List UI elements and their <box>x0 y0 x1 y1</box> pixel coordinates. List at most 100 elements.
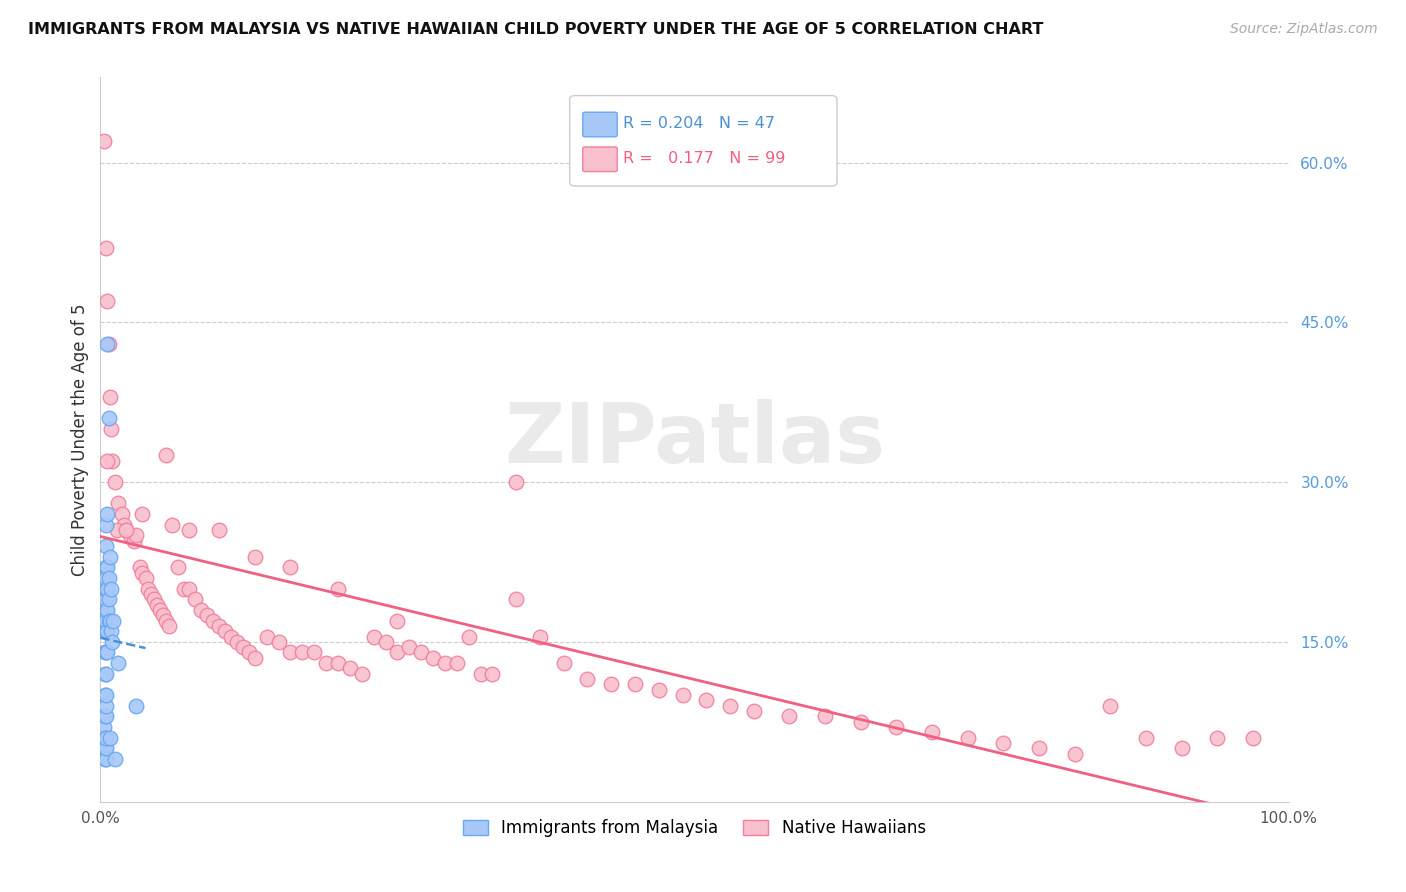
Point <box>96 741 118 756</box>
Point <box>94 731 117 745</box>
Point <box>94 741 117 756</box>
Legend: Immigrants from Malaysia, Native Hawaiians: Immigrants from Malaysia, Native Hawaiia… <box>457 813 932 844</box>
Point <box>291 645 314 659</box>
Point <box>173 582 195 596</box>
Point <box>576 672 599 686</box>
Point <box>302 645 325 659</box>
Point <box>134 571 156 585</box>
Point <box>202 614 225 628</box>
Point <box>96 688 118 702</box>
FancyBboxPatch shape <box>582 112 617 136</box>
Point <box>326 656 349 670</box>
Point <box>1135 731 1157 745</box>
Point <box>238 645 260 659</box>
Point <box>446 656 468 670</box>
Point <box>648 682 671 697</box>
Point <box>96 709 118 723</box>
Point <box>411 645 433 659</box>
Point <box>125 698 148 713</box>
Point <box>671 688 693 702</box>
Point <box>155 449 177 463</box>
Text: R = 0.204   N = 47: R = 0.204 N = 47 <box>623 116 775 131</box>
Point <box>96 294 118 309</box>
Text: Source: ZipAtlas.com: Source: ZipAtlas.com <box>1230 22 1378 37</box>
Point <box>243 650 266 665</box>
Point <box>120 528 142 542</box>
Point <box>94 752 117 766</box>
Point <box>814 709 837 723</box>
FancyBboxPatch shape <box>569 95 837 186</box>
Point <box>105 523 128 537</box>
Point <box>243 549 266 564</box>
Point <box>97 336 120 351</box>
Point <box>226 635 249 649</box>
Point <box>98 390 121 404</box>
Point <box>179 523 201 537</box>
Point <box>208 523 231 537</box>
Point <box>115 523 138 537</box>
Point <box>1063 747 1085 761</box>
Point <box>115 523 138 537</box>
Point <box>93 134 115 148</box>
Point <box>107 656 129 670</box>
Point <box>1170 741 1192 756</box>
Point <box>529 630 551 644</box>
Point <box>101 454 124 468</box>
Point <box>96 582 118 596</box>
Point <box>96 241 118 255</box>
Point <box>100 624 122 639</box>
Text: ZIPatlas: ZIPatlas <box>503 399 884 480</box>
Point <box>1206 731 1229 745</box>
Point <box>97 614 120 628</box>
Point <box>94 709 117 723</box>
Point <box>339 661 361 675</box>
Point <box>179 582 201 596</box>
Point <box>98 549 121 564</box>
Point <box>166 560 188 574</box>
Point <box>96 571 118 585</box>
Point <box>280 560 302 574</box>
Point <box>505 475 527 489</box>
Point <box>96 517 118 532</box>
Y-axis label: Child Poverty Under the Age of 5: Child Poverty Under the Age of 5 <box>72 303 89 575</box>
Point <box>98 614 121 628</box>
Point <box>363 630 385 644</box>
Point <box>98 731 121 745</box>
Point <box>128 560 150 574</box>
Point <box>433 656 456 670</box>
Point <box>97 592 120 607</box>
Point <box>350 666 373 681</box>
Point <box>122 533 145 548</box>
Point <box>470 666 492 681</box>
Point <box>112 517 135 532</box>
Point <box>93 720 115 734</box>
Point <box>718 698 741 713</box>
Point <box>505 592 527 607</box>
Point <box>280 645 302 659</box>
Point <box>96 592 118 607</box>
Point <box>125 528 148 542</box>
Point <box>208 619 231 633</box>
Point <box>96 560 118 574</box>
Point <box>195 608 218 623</box>
Point <box>315 656 337 670</box>
Point <box>993 736 1015 750</box>
Point <box>142 592 165 607</box>
Text: IMMIGRANTS FROM MALAYSIA VS NATIVE HAWAIIAN CHILD POVERTY UNDER THE AGE OF 5 COR: IMMIGRANTS FROM MALAYSIA VS NATIVE HAWAI… <box>28 22 1043 37</box>
Point <box>94 645 117 659</box>
Point <box>267 635 290 649</box>
Point <box>256 630 278 644</box>
Point <box>103 614 125 628</box>
Point <box>96 454 118 468</box>
Point <box>457 630 479 644</box>
Point <box>136 582 159 596</box>
Point <box>152 608 174 623</box>
Point <box>1099 698 1122 713</box>
Point <box>96 560 118 574</box>
Point <box>1028 741 1050 756</box>
Point <box>100 582 122 596</box>
Point <box>387 645 409 659</box>
Point <box>779 709 801 723</box>
Point <box>553 656 575 670</box>
Point <box>96 539 118 553</box>
